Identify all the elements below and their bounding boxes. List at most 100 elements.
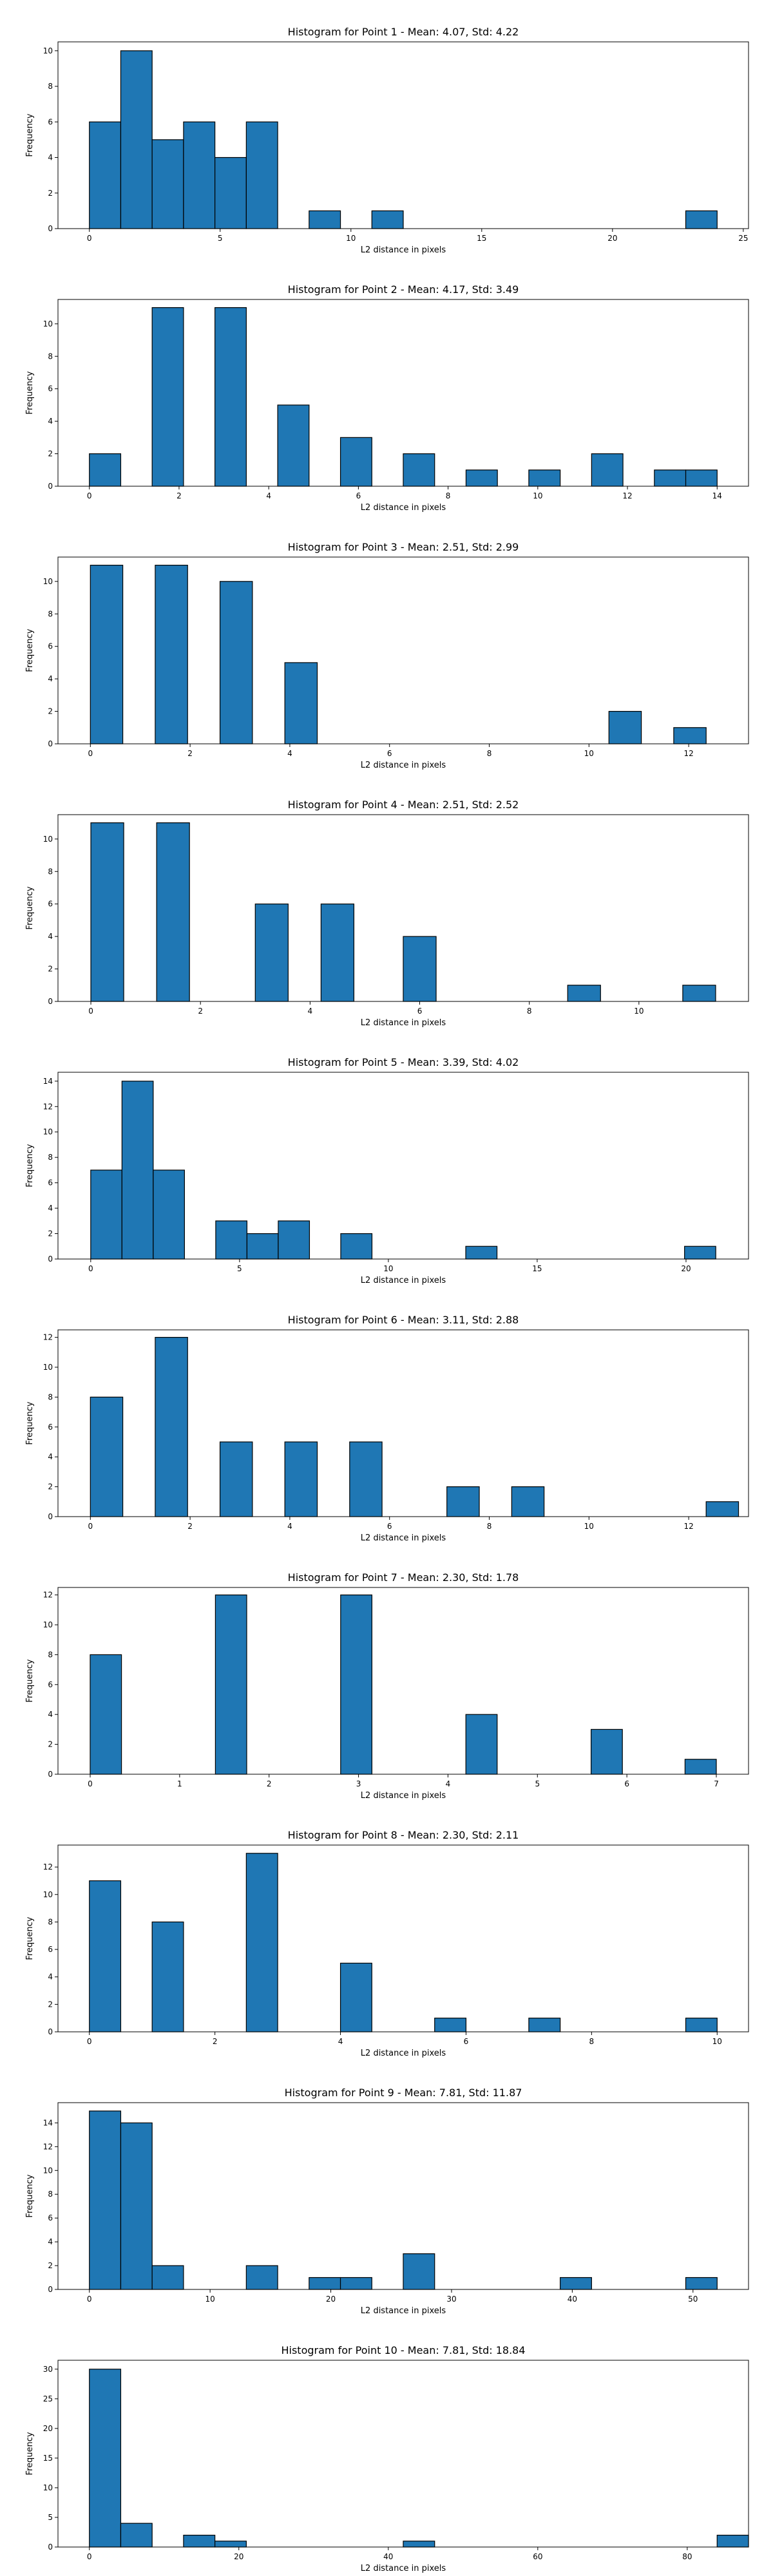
x-tick-label: 10	[634, 1007, 644, 1016]
y-tick-label: 14	[43, 2118, 53, 2127]
y-axis-label: Frequency	[25, 886, 35, 929]
y-tick-label: 4	[48, 1452, 53, 1461]
histogram-bar	[685, 210, 718, 229]
histogram-bar	[446, 1486, 480, 1517]
x-tick-label: 1	[177, 1779, 182, 1788]
histogram-bar	[340, 1595, 372, 1775]
x-tick-label: 0	[88, 1779, 93, 1788]
histogram-bar	[340, 1233, 373, 1260]
x-tick-label: 8	[527, 1007, 532, 1016]
y-tick-label: 6	[48, 1179, 53, 1188]
x-tick-label: 15	[532, 1264, 542, 1273]
x-tick-label: 4	[287, 1522, 292, 1531]
chart-title: Histogram for Point 4 - Mean: 2.51, Std:…	[288, 799, 519, 811]
chart-panel-7: Histogram for Point 7 - Mean: 2.30, Std:…	[25, 1571, 749, 1801]
y-tick-label: 10	[43, 319, 53, 328]
x-tick-label: 6	[464, 2037, 469, 2046]
plot-frame	[57, 814, 749, 1002]
x-tick-label: 6	[624, 1779, 629, 1788]
histogram-bar	[465, 1714, 498, 1775]
x-tick-label: 8	[487, 749, 492, 758]
x-tick-label: 2	[198, 1007, 203, 1016]
x-tick-label: 0	[87, 491, 92, 500]
histogram-bar	[684, 1759, 717, 1775]
x-tick-label: 20	[607, 234, 617, 243]
histogram-bar	[349, 1441, 383, 1517]
x-tick-label: 2	[213, 2037, 218, 2046]
x-tick-label: 12	[622, 491, 632, 500]
x-tick-label: 0	[88, 1007, 93, 1016]
y-tick-label: 30	[43, 2365, 53, 2374]
y-axis-label: Frequency	[25, 1144, 35, 1187]
y-tick-label: 8	[48, 867, 53, 876]
histogram-bar	[90, 1654, 122, 1775]
x-axis-label: L2 distance in pixels	[361, 2049, 446, 2058]
histogram-bar	[90, 565, 124, 744]
y-tick-label: 10	[43, 1890, 53, 1899]
histogram-bar	[219, 581, 253, 744]
y-tick-label: 8	[48, 352, 53, 361]
histogram-bar	[511, 1486, 545, 1517]
x-tick-label: 4	[287, 749, 292, 758]
y-tick-label: 10	[43, 46, 53, 55]
y-tick-label: 20	[43, 2424, 53, 2433]
y-tick-label: 14	[43, 1077, 53, 1086]
x-tick-label: 14	[712, 491, 722, 500]
histogram-bar	[560, 2277, 592, 2290]
histogram-bar	[90, 1396, 124, 1517]
y-tick-label: 6	[48, 642, 53, 651]
y-tick-label: 6	[48, 1423, 53, 1432]
chart-title: Histogram for Point 6 - Mean: 3.11, Std:…	[288, 1314, 519, 1326]
x-tick-label: 10	[584, 749, 594, 758]
histogram-bar	[528, 2018, 561, 2032]
y-tick-label: 8	[48, 1650, 53, 1659]
histogram-bar	[89, 453, 122, 487]
x-tick-label: 30	[446, 2295, 456, 2304]
y-tick-label: 2	[48, 2000, 53, 2009]
x-tick-label: 8	[487, 1522, 492, 1531]
y-tick-label: 15	[43, 2454, 53, 2463]
y-tick-label: 0	[48, 2027, 53, 2036]
histogram-bar	[245, 2265, 278, 2290]
x-axis-label: L2 distance in pixels	[361, 761, 446, 770]
histogram-bar	[215, 1595, 247, 1775]
x-tick-label: 10	[205, 2295, 215, 2304]
histogram-bar	[682, 985, 716, 1002]
plot-frame	[57, 2102, 749, 2290]
histogram-bar	[465, 469, 498, 487]
histogram-bar	[254, 904, 289, 1002]
histogram-bar	[284, 1441, 318, 1517]
chart-panel-9: Histogram for Point 9 - Mean: 7.81, Std:…	[25, 2087, 749, 2316]
y-tick-label: 2	[48, 1482, 53, 1492]
chart-panel-5: Histogram for Point 5 - Mean: 3.39, Std:…	[25, 1056, 749, 1285]
histogram-bar	[608, 710, 642, 744]
x-tick-label: 8	[589, 2037, 595, 2046]
y-tick-label: 10	[43, 577, 53, 586]
x-tick-label: 12	[683, 1522, 693, 1531]
x-tick-label: 0	[88, 749, 93, 758]
x-tick-label: 2	[177, 491, 182, 500]
x-tick-label: 40	[568, 2295, 577, 2304]
plot-frame	[57, 41, 749, 229]
x-tick-label: 12	[683, 749, 693, 758]
x-tick-label: 60	[533, 2552, 542, 2561]
y-tick-label: 10	[43, 2483, 53, 2492]
chart-title: Histogram for Point 8 - Mean: 2.30, Std:…	[288, 1829, 519, 1841]
histogram-bar	[121, 1081, 154, 1260]
y-tick-label: 12	[43, 1591, 53, 1600]
y-axis-label: Frequency	[25, 1659, 35, 1702]
histogram-bar	[403, 936, 437, 1002]
histogram-bar	[591, 453, 624, 487]
histogram-bar	[371, 210, 404, 229]
x-tick-label: 20	[326, 2295, 336, 2304]
histogram-bar	[151, 2265, 184, 2290]
chart-title: Histogram for Point 7 - Mean: 2.30, Std:…	[288, 1571, 519, 1584]
chart-panel-2: Histogram for Point 2 - Mean: 4.17, Std:…	[25, 283, 749, 513]
histogram-bar	[309, 2277, 341, 2290]
histogram-bar	[339, 437, 372, 487]
histogram-bar	[673, 727, 707, 744]
plot-frame	[57, 1587, 749, 1775]
histogram-bar	[153, 1170, 185, 1260]
histogram-bar	[120, 2122, 153, 2290]
